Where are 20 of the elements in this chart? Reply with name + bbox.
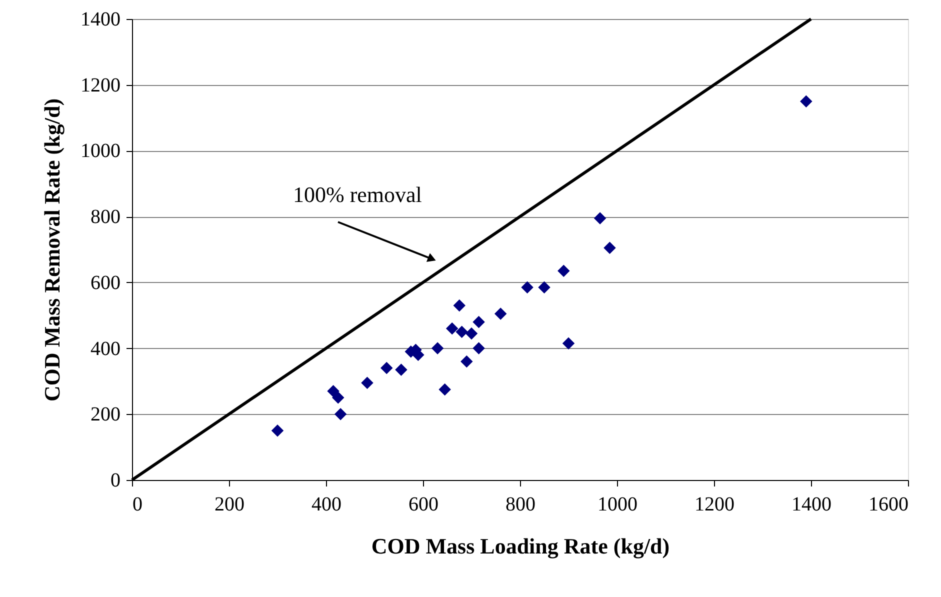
x-tick-label: 400 — [312, 494, 342, 516]
y-tick-label: 1000 — [80, 140, 120, 162]
y-tick-label: 200 — [90, 404, 120, 426]
x-tick-label: 800 — [506, 494, 536, 516]
y-tick-label: 800 — [90, 206, 120, 228]
y-tick-label: 600 — [90, 272, 120, 294]
y-tick-label: 400 — [90, 338, 120, 360]
x-tick-label: 600 — [408, 494, 438, 516]
x-tick-label: 1200 — [694, 494, 734, 516]
x-tick-label: 1400 — [792, 494, 832, 516]
x-tick-label: 0 — [132, 494, 142, 516]
y-tick-label: 0 — [110, 470, 120, 492]
y-tick-label: 1200 — [80, 74, 120, 96]
y-tick-label: 1400 — [80, 8, 120, 30]
y-axis-title: COD Mass Removal Rate (kg/d) — [40, 98, 64, 402]
annotation: 100% removal — [293, 182, 422, 207]
x-tick-label: 1600 — [868, 494, 908, 516]
x-axis-title: COD Mass Loading Rate (kg/d) — [371, 534, 670, 558]
x-tick-label: 200 — [214, 494, 244, 516]
x-tick-label: 1000 — [598, 494, 638, 516]
